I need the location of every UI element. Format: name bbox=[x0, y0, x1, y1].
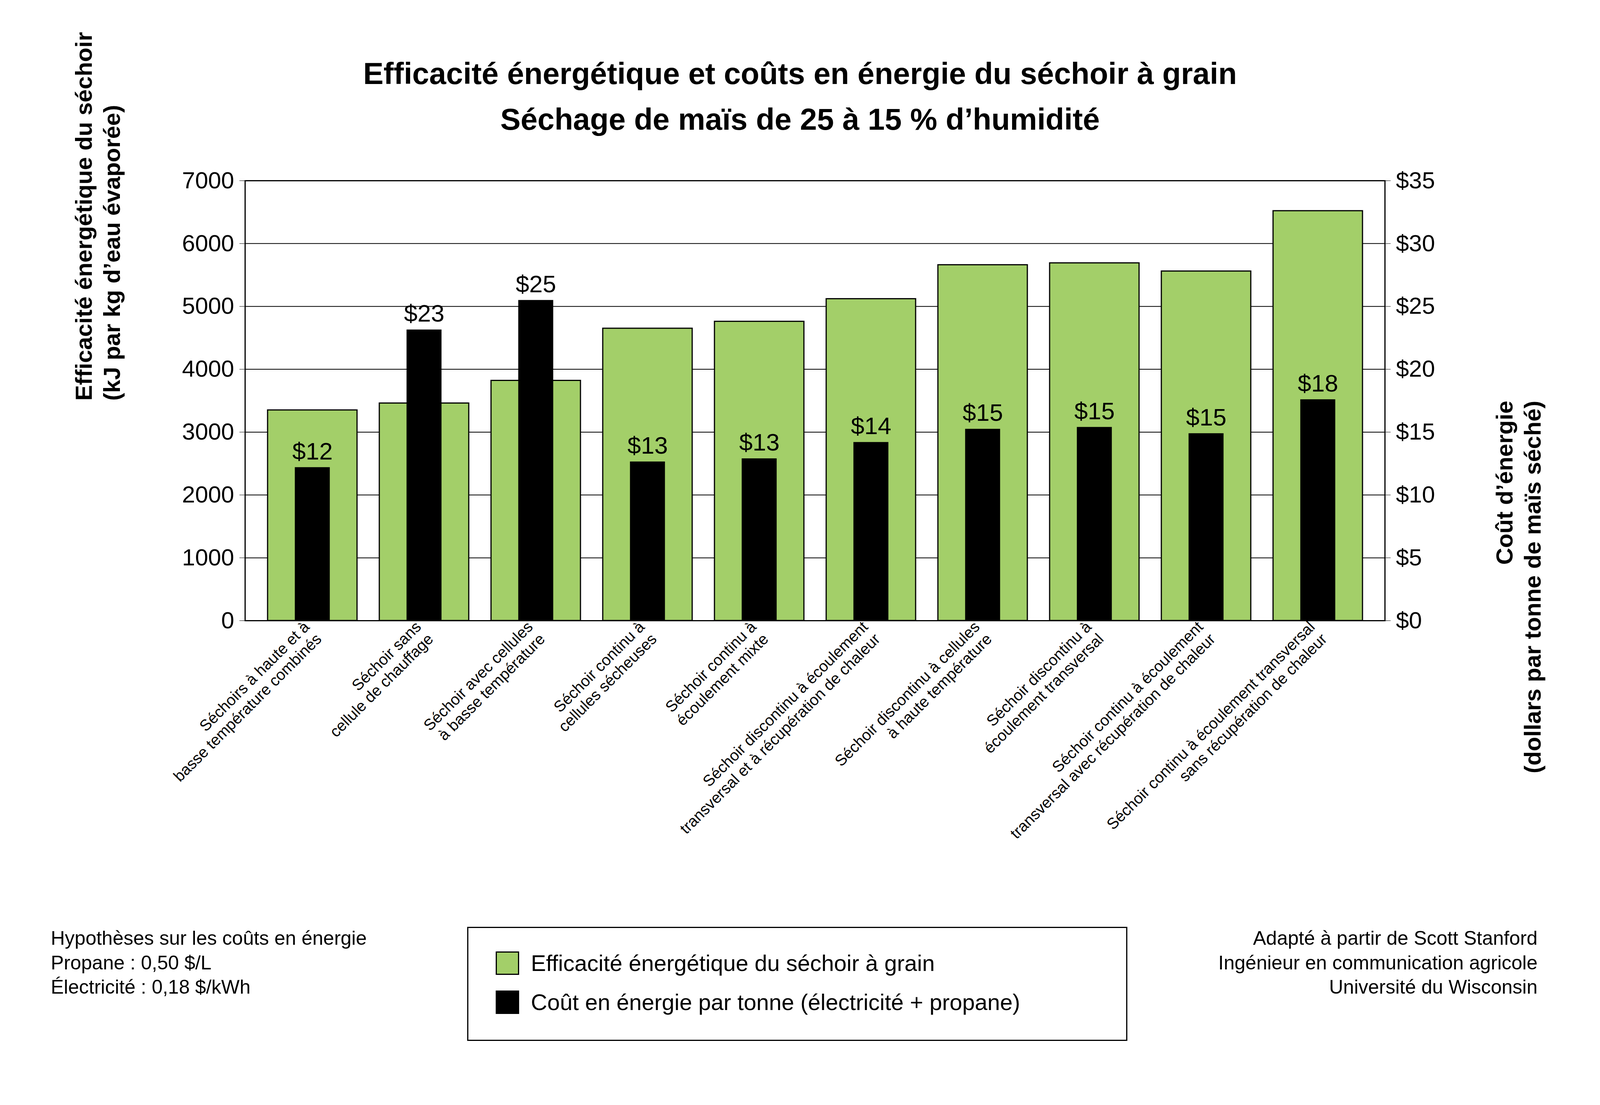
svg-text:Efficacité énergétique du séch: Efficacité énergétique du séchoir(kJ par… bbox=[70, 32, 125, 401]
svg-text:$25: $25 bbox=[1396, 292, 1436, 319]
svg-text:$15: $15 bbox=[1185, 403, 1227, 431]
svg-text:$0: $0 bbox=[1396, 607, 1423, 634]
svg-text:Séchoirs à haute et àbasse tem: Séchoirs à haute et àbasse température c… bbox=[157, 617, 325, 785]
svg-text:$35: $35 bbox=[1396, 167, 1436, 194]
svg-text:Séchoir discontinu à écoulemen: Séchoir discontinu à écoulementtransvers… bbox=[664, 617, 884, 837]
svg-text:1000: 1000 bbox=[182, 544, 234, 571]
svg-text:Séchoir continu à écoulementtr: Séchoir continu à écoulementtransversal … bbox=[994, 617, 1219, 842]
svg-text:$10: $10 bbox=[1396, 481, 1436, 508]
svg-text:$18: $18 bbox=[1297, 369, 1338, 397]
svg-text:$25: $25 bbox=[515, 270, 556, 298]
svg-text:Coût d’énergie(dollars par ton: Coût d’énergie(dollars par tonne de maïs… bbox=[1491, 400, 1546, 774]
svg-text:$15: $15 bbox=[962, 398, 1003, 426]
svg-text:4000: 4000 bbox=[182, 355, 234, 382]
svg-text:$5: $5 bbox=[1396, 544, 1423, 571]
svg-text:$15: $15 bbox=[1074, 397, 1115, 425]
svg-text:3000: 3000 bbox=[182, 418, 234, 445]
svg-text:Séchoir discontinu à cellulesà: Séchoir discontinu à cellulesà haute tem… bbox=[831, 617, 995, 782]
svg-text:7000: 7000 bbox=[182, 167, 234, 194]
svg-text:$15: $15 bbox=[1396, 418, 1436, 445]
svg-text:0: 0 bbox=[221, 607, 234, 634]
svg-text:Séchoir sanscellule de chauffa: Séchoir sanscellule de chauffage bbox=[314, 617, 437, 740]
svg-text:Séchoir continu à écoulement t: Séchoir continu à écoulement transversal… bbox=[1103, 617, 1331, 845]
svg-text:$30: $30 bbox=[1396, 230, 1436, 257]
svg-text:5000: 5000 bbox=[182, 292, 234, 319]
svg-text:Séchoir avec cellulesà basse t: Séchoir avec cellulesà basse température bbox=[419, 617, 549, 746]
svg-text:6000: 6000 bbox=[182, 230, 234, 257]
svg-text:$14: $14 bbox=[850, 412, 892, 440]
svg-text:$13: $13 bbox=[739, 428, 780, 456]
svg-text:Séchoir continu àcellules séch: Séchoir continu àcellules sécheuses bbox=[542, 617, 661, 735]
svg-text:$23: $23 bbox=[403, 299, 445, 327]
svg-text:2000: 2000 bbox=[182, 481, 234, 508]
svg-text:$12: $12 bbox=[292, 437, 333, 465]
svg-text:$13: $13 bbox=[627, 431, 668, 459]
svg-text:$20: $20 bbox=[1396, 355, 1436, 382]
svg-text:Séchoir continu àécoulement mi: Séchoir continu àécoulement mixte bbox=[660, 617, 772, 729]
